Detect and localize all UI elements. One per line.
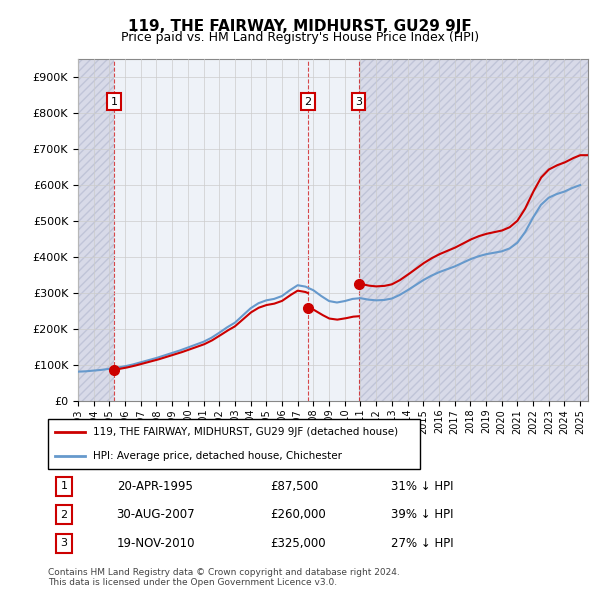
Text: 3: 3 — [61, 538, 67, 548]
Bar — [359, 59, 588, 401]
Text: 39% ↓ HPI: 39% ↓ HPI — [391, 508, 454, 522]
Text: This data is licensed under the Open Government Licence v3.0.: This data is licensed under the Open Gov… — [48, 578, 337, 587]
Text: 31% ↓ HPI: 31% ↓ HPI — [391, 480, 454, 493]
Text: 2: 2 — [60, 510, 67, 520]
Text: 119, THE FAIRWAY, MIDHURST, GU29 9JF (detached house): 119, THE FAIRWAY, MIDHURST, GU29 9JF (de… — [92, 427, 398, 437]
Text: Contains HM Land Registry data © Crown copyright and database right 2024.: Contains HM Land Registry data © Crown c… — [48, 568, 400, 576]
Text: 30-AUG-2007: 30-AUG-2007 — [116, 508, 195, 522]
Text: Price paid vs. HM Land Registry's House Price Index (HPI): Price paid vs. HM Land Registry's House … — [121, 31, 479, 44]
Text: 119, THE FAIRWAY, MIDHURST, GU29 9JF: 119, THE FAIRWAY, MIDHURST, GU29 9JF — [128, 19, 472, 34]
Text: 3: 3 — [355, 97, 362, 107]
Text: HPI: Average price, detached house, Chichester: HPI: Average price, detached house, Chic… — [92, 451, 341, 461]
Text: 1: 1 — [61, 481, 67, 491]
Text: 19-NOV-2010: 19-NOV-2010 — [116, 537, 195, 550]
Bar — [78, 59, 114, 401]
FancyBboxPatch shape — [48, 419, 420, 469]
Text: 27% ↓ HPI: 27% ↓ HPI — [391, 537, 454, 550]
Text: 2: 2 — [304, 97, 311, 107]
Bar — [114, 59, 359, 401]
Text: 20-APR-1995: 20-APR-1995 — [116, 480, 193, 493]
Text: £87,500: £87,500 — [270, 480, 318, 493]
Text: 1: 1 — [110, 97, 118, 107]
Text: £325,000: £325,000 — [270, 537, 325, 550]
Text: £260,000: £260,000 — [270, 508, 326, 522]
